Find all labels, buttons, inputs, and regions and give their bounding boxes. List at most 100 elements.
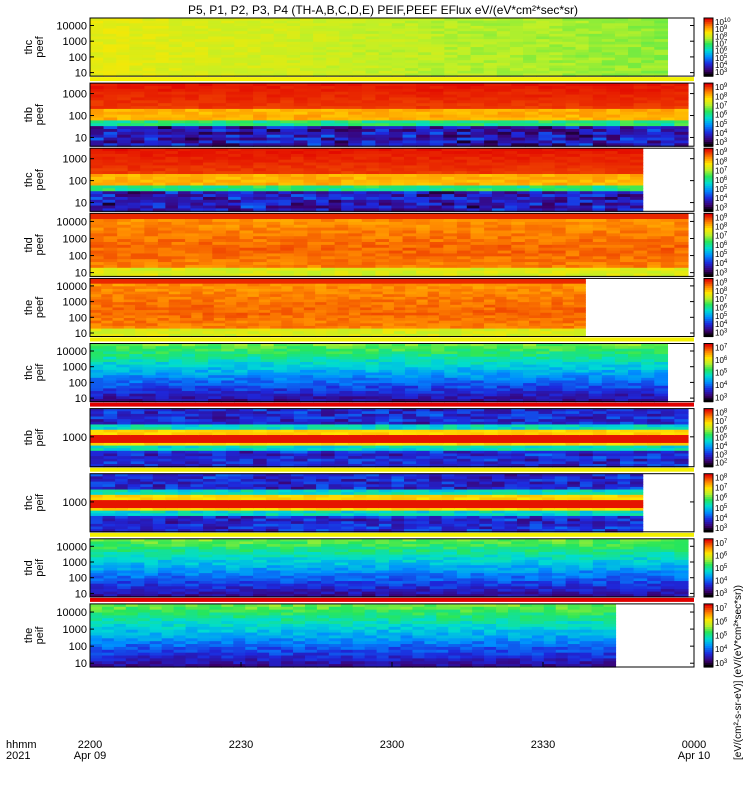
spectrogram-cell: [538, 216, 553, 220]
spectrogram-cell: [265, 153, 280, 158]
spectrogram-cell: [292, 320, 305, 324]
spectrogram-cell: [90, 123, 105, 127]
spectrogram-cell: [554, 194, 568, 198]
spectrogram-cell: [225, 270, 241, 275]
spectrogram-cell: [418, 70, 432, 75]
spectrogram-cell: [524, 85, 540, 90]
spectrogram-cell: [457, 65, 472, 69]
spectrogram-cell: [265, 185, 280, 189]
spectrogram-cell: [496, 39, 511, 43]
spectrogram-cell: [456, 123, 472, 127]
spectrogram-cell: [402, 221, 417, 226]
spectrogram-cell: [378, 18, 393, 22]
spectrogram-cell: [281, 288, 294, 293]
spectrogram-cell: [117, 262, 132, 266]
spectrogram-cell: [484, 120, 499, 124]
spectrogram-cell: [168, 23, 183, 27]
spectrogram-cell: [198, 128, 213, 133]
spectrogram-cell: [575, 60, 590, 64]
spectrogram-cell: [253, 250, 268, 255]
spectrogram-cell: [506, 283, 519, 287]
spectrogram-cell: [341, 168, 355, 172]
spectrogram-cell: [378, 39, 393, 43]
spectrogram-cell: [575, 70, 590, 75]
panel-ylabel: peef: [34, 103, 46, 125]
spectrogram-cell: [388, 88, 404, 93]
spectrogram-cell: [321, 134, 336, 139]
spectrogram-cell: [606, 94, 621, 99]
spectrogram-cell: [606, 131, 621, 136]
spectrogram-cell: [538, 244, 553, 249]
spectrogram-cell: [212, 259, 227, 263]
spectrogram-cell: [375, 140, 390, 144]
spectrogram-cell: [292, 310, 305, 314]
spectrogram-cell: [168, 331, 181, 335]
spectrogram-cell: [497, 88, 512, 93]
spectrogram-cell: [157, 213, 173, 217]
spectrogram-cell: [307, 241, 322, 246]
spectrogram-cell: [240, 162, 254, 167]
spectrogram-cell: [540, 333, 553, 338]
spectrogram-cell: [115, 148, 129, 152]
spectrogram-cell: [504, 162, 518, 167]
spectrogram-cell: [674, 270, 689, 275]
spectrogram-cell: [228, 205, 242, 210]
spectrogram-cell: [405, 278, 418, 282]
spectrogram-cell: [461, 331, 474, 335]
spectrogram-cell: [103, 44, 117, 48]
spectrogram-cell: [212, 256, 227, 260]
spectrogram-cell: [157, 111, 173, 116]
spectrogram-cell: [180, 331, 192, 335]
spectrogram-cell: [203, 196, 217, 201]
spectrogram-cell: [115, 182, 129, 187]
colorbar-swatch: [704, 52, 713, 56]
spectrogram-cell: [483, 33, 498, 38]
spectrogram-cell: [579, 239, 594, 243]
panel-ylabel: thb: [23, 107, 35, 122]
spectrogram-cell: [366, 168, 380, 172]
spectrogram-cell: [491, 174, 506, 178]
spectrogram-cell: [540, 288, 553, 293]
spectrogram-cell: [438, 310, 451, 314]
spectrogram-cell: [152, 194, 166, 198]
spectrogram-cell: [171, 241, 186, 246]
spectrogram-cell: [265, 159, 280, 164]
spectrogram-cell: [496, 28, 511, 32]
spectrogram-cell: [258, 296, 271, 301]
spectrogram-cell: [168, 299, 181, 303]
spectrogram-cell: [144, 131, 159, 136]
spectrogram-cell: [388, 83, 404, 87]
spectrogram-cell: [293, 236, 309, 240]
spectrogram-cell: [240, 196, 254, 201]
spectrogram-cell: [404, 31, 419, 35]
spectrogram-cell: [523, 54, 537, 59]
spectrogram-cell: [103, 114, 118, 119]
spectrogram-cell: [361, 216, 376, 220]
spectrogram-cell: [402, 103, 417, 107]
spectrogram-cell: [142, 60, 157, 64]
spectrogram-cell: [371, 315, 384, 319]
spectrogram-cell: [641, 62, 655, 67]
spectrogram-cell: [239, 88, 254, 93]
spectrogram-cell: [536, 47, 550, 51]
spectrogram-cell: [429, 267, 444, 272]
spectrogram-cell: [168, 60, 183, 64]
spectrogram-cell: [443, 126, 458, 130]
spectrogram-cell: [405, 331, 418, 335]
spectrogram-cell: [483, 283, 496, 287]
colorbar-tick-label: 103: [715, 268, 728, 277]
spectrogram-cell: [348, 83, 363, 87]
spectrogram-cell: [628, 18, 642, 22]
spectrogram-cell: [316, 162, 330, 167]
spectrogram-cell: [273, 44, 288, 48]
spectrogram-cell: [316, 176, 330, 181]
spectrogram-cell: [416, 323, 429, 327]
spectrogram-cell: [365, 54, 380, 59]
spectrogram-cell: [180, 312, 192, 316]
spectrogram-cell: [511, 106, 526, 110]
spectrogram-cell: [334, 126, 349, 130]
spectrogram-cell: [321, 213, 336, 217]
spectrogram-cell: [429, 134, 444, 139]
spectrogram-cell: [307, 111, 322, 116]
spectrogram-cell: [348, 137, 363, 142]
